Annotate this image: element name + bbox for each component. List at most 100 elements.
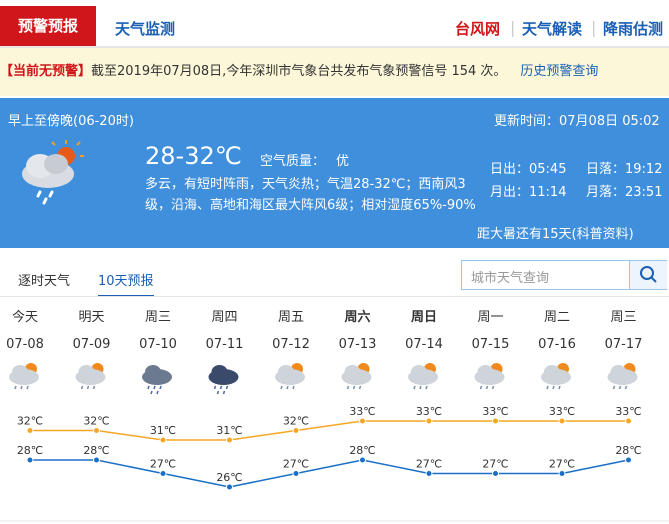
day-label: 周四 [211,310,237,325]
high-line [30,420,629,441]
search-box[interactable]: 城市天气查询 [461,260,667,290]
low-point [93,456,100,464]
nav-tab[interactable]: 天气监测 [115,20,176,38]
period: 早上至傍晚(06-20时) [8,114,134,129]
rain-drop [216,390,220,395]
rain-drop [413,385,416,390]
weather-icon [541,363,571,390]
rain-drop [219,385,223,390]
low-label: 27℃ [150,458,176,471]
rain-drop [26,385,29,390]
solar-term[interactable]: 距大暑还有15天(科普资料) [477,227,634,242]
rain-drop [479,385,483,390]
low-point [625,456,632,464]
day-label: 周三 [145,310,171,325]
nav-tab-active[interactable]: 预警预报 [0,6,96,46]
top-nav: 预警预报 天气监测 台风网 | 天气解读 | 降雨估测 [0,0,669,48]
high-label: 33℃ [615,405,641,418]
weather-icon [142,365,172,395]
cloud [78,365,95,379]
low-label: 27℃ [416,458,442,471]
high-label: 33℃ [349,405,375,418]
rain-drop [358,385,362,390]
nav-link[interactable]: 台风网 [455,20,501,38]
high-point [558,417,566,425]
high-point [425,417,433,425]
low-label: 28℃ [349,444,375,457]
high-point [93,427,100,434]
weather-icon [474,363,505,390]
history-link[interactable]: 历史预警查询 [520,64,599,79]
weather-icon [341,363,372,390]
high-point [226,436,233,444]
divider [0,296,669,297]
rain-drop [419,385,422,390]
day-label: 今天 [12,309,38,325]
alert-status: 【当前无预警】 [0,64,92,79]
date-label: 07-10 [139,337,177,352]
day-label: 周二 [544,310,570,325]
low-label: 28℃ [83,444,109,457]
rain-drop [612,385,616,390]
rain-drop [491,385,495,390]
date-label: 07-15 [472,337,510,352]
rain-drop [86,385,90,390]
search-button[interactable] [629,261,667,289]
nav-link[interactable]: 降雨估测 [603,20,664,38]
day-label: 明天 [78,310,104,325]
high-point [359,417,366,425]
forecast-chart: 今天 07-08 明天 07-09 周三 07-10 周四 07-11 周五 07-12 周六 07-… [0,309,669,522]
date-label: 07-16 [538,337,576,352]
view-tab-active[interactable]: 10天预报 [98,270,154,297]
rain-drop [147,385,150,390]
view-tab[interactable]: 逐时天气 [18,274,71,289]
separator: | [510,18,516,37]
update-time: 更新时间：07月08日 05:02 [494,114,660,129]
low-point [159,470,167,477]
high-label: 31℃ [150,424,176,437]
day-label: 周五 [278,310,304,325]
cloud [477,365,494,379]
temperature: 28-32℃ [145,142,242,170]
low-point [359,456,366,464]
low-point [558,470,566,477]
rain-drop [558,385,561,390]
low-label: 27℃ [283,458,309,471]
cloud [610,365,627,379]
high-label: 33℃ [482,405,508,418]
nav-link[interactable]: 天气解读 [522,20,583,38]
rain-drop [80,385,84,390]
rain-drop [292,385,295,390]
high-point [26,427,34,434]
rain-drop [159,385,162,390]
air-quality: 优 [336,154,350,169]
cloud [145,365,161,379]
alert-bar: 【当前无预警】截至2019年07月08日,今年深圳市气象台共发布气象预警信号 1… [0,48,669,96]
day-label: 周日 [411,310,437,325]
weather-icon [408,363,438,390]
separator: | [591,18,597,37]
high-point [292,427,300,434]
high-point [492,417,499,425]
rain-drop [624,385,628,390]
search-placeholder: 城市天气查询 [471,271,550,286]
high-label: 32℃ [283,415,309,428]
cloud [344,365,361,379]
weather-icon [275,363,305,390]
day-label: 周一 [477,310,503,325]
rain-drop [352,385,356,390]
rain-drop [225,385,229,390]
date-label: 07-14 [405,337,443,352]
air-quality-label: 空气质量： [260,154,326,169]
rain-drop [150,390,153,395]
alert-message: 截至2019年07月08日,今年深圳市气象台共发布气象预警信号 154 次。 [91,64,507,79]
weather-icon [208,365,239,395]
rain-drop [20,385,23,390]
weather-icon [607,363,638,390]
moonrise: 月出：11:14 [490,185,567,200]
day-label: 周三 [610,310,636,325]
cloud [278,365,294,379]
high-label: 33℃ [416,405,442,418]
cloud [411,365,427,379]
